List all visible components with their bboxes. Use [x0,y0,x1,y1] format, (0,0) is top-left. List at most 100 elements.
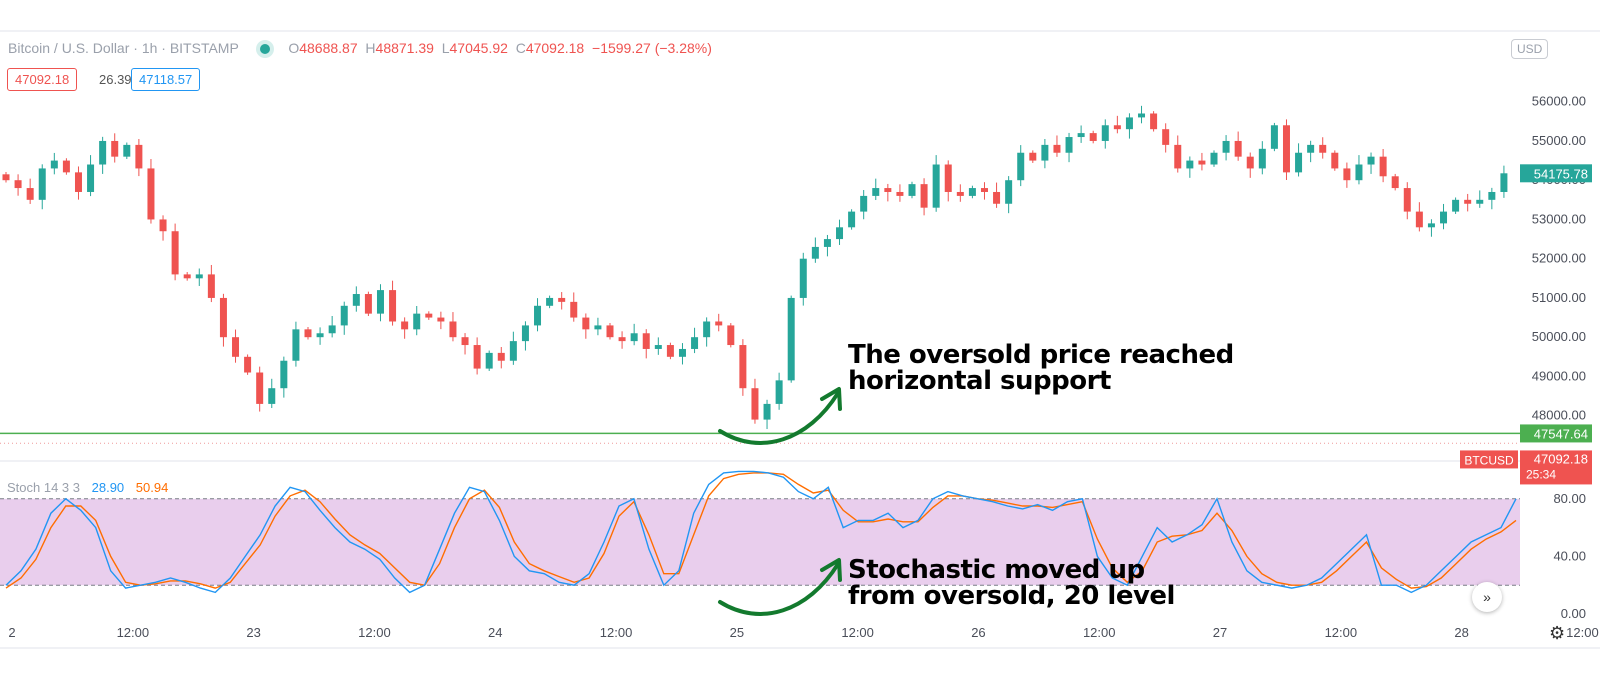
candle-body [509,341,517,361]
candle [1005,176,1013,214]
candle [340,301,348,335]
candle [654,337,662,355]
symbol-title[interactable]: Bitcoin / U.S. Dollar · 1h · BITSTAMP [8,40,239,56]
stochastic-legend[interactable]: Stoch 14 3 3 28.90 50.94 [7,480,168,495]
candle-body [1391,176,1399,189]
low-value: 47045.92 [449,40,508,56]
candle-body [2,174,10,181]
high-label: H [365,40,376,56]
candle-body [715,321,723,326]
candle-body [1331,152,1339,169]
symbol-tag-bg [1460,450,1518,469]
time-axis-tick: 26 [971,625,985,640]
candle [570,292,578,322]
candle-body [1234,140,1242,157]
candle-body [980,188,988,192]
candle-body [14,180,22,189]
candle-body [884,188,892,192]
candle-body [268,388,276,404]
close-value: 47092.18 [525,40,585,56]
candle [787,295,795,383]
candle-body [1488,191,1496,200]
countdown-label: 25:34 [1526,467,1556,481]
candle [1198,152,1206,171]
candle [1440,203,1448,230]
candle [1379,149,1387,183]
candle [836,219,844,245]
candle-body [50,160,58,169]
candle-body [1355,164,1363,181]
candle [1053,135,1061,157]
candle [980,182,988,200]
candle-body [1210,152,1218,165]
candle-body [1403,188,1411,212]
candle [872,178,880,201]
candle-body [292,329,300,361]
time-axis-tick: 12:00 [1566,625,1599,640]
candle-body [38,168,46,200]
time-axis-tick: 23 [246,625,260,640]
sell-price-badge[interactable]: 47092.18 [7,68,78,91]
time-axis-tick: 12:00 [358,625,391,640]
candle [1500,165,1508,198]
candle [944,160,952,202]
candle-body [1089,133,1097,141]
price-axis-tick: 53000.00 [1532,211,1586,226]
candle-body [1500,173,1508,192]
candle [920,178,928,216]
candle-body [1041,144,1049,161]
candle-body [244,356,252,373]
candle-body [1258,148,1266,169]
candle [26,178,34,204]
candle-body [968,188,976,196]
candle [183,272,191,281]
candle [1367,152,1375,174]
candle-body [1367,156,1375,165]
currency-button[interactable]: USD [1511,39,1549,59]
ohlc-values: O48688.87 H48871.39 L47045.92 C47092.18 … [288,40,712,56]
candle [159,215,167,241]
candle-body [389,290,397,322]
candle [1065,132,1073,163]
stoch-d-line [5,472,1517,589]
settings-gear-icon[interactable]: ⚙ [1549,623,1566,643]
candle-body [1270,125,1278,149]
current-price-label: 54175.78 [1534,166,1588,181]
candle-body [703,321,711,338]
scroll-to-realtime-button[interactable]: » [1472,582,1502,612]
candle [1222,135,1230,161]
stoch-band [0,498,1520,586]
time-axis-tick: 12:00 [600,625,633,640]
candle [364,291,372,316]
candle [727,323,735,348]
candle [461,333,469,355]
candle [993,182,1001,208]
candle [1089,130,1097,144]
candle [1162,123,1170,153]
candle [62,158,70,175]
time-axis-tick: 2 [8,625,15,640]
candle-body [642,333,650,349]
candle [352,286,360,312]
candle [1125,113,1133,139]
candle-body [993,191,1001,204]
candle-body [1379,156,1387,177]
candle-body [558,297,566,302]
candle [582,313,590,339]
support-price-label: 47547.64 [1534,426,1588,441]
stoch-annotation: Stochastic moved up from oversold, 20 le… [848,557,1175,609]
candle [751,378,759,424]
chart-header: Bitcoin / U.S. Dollar · 1h · BITSTAMP O4… [8,40,712,56]
candle [389,280,397,326]
candle-body [1319,144,1327,153]
candle [763,399,771,430]
candle-body [195,274,203,279]
candle [449,312,457,342]
candle-body [401,321,409,330]
buy-price-badge[interactable]: 47118.57 [131,68,201,91]
candle-body [1053,144,1061,153]
candle-body [111,140,119,157]
candle-body [328,325,336,334]
candle-body [823,239,831,247]
